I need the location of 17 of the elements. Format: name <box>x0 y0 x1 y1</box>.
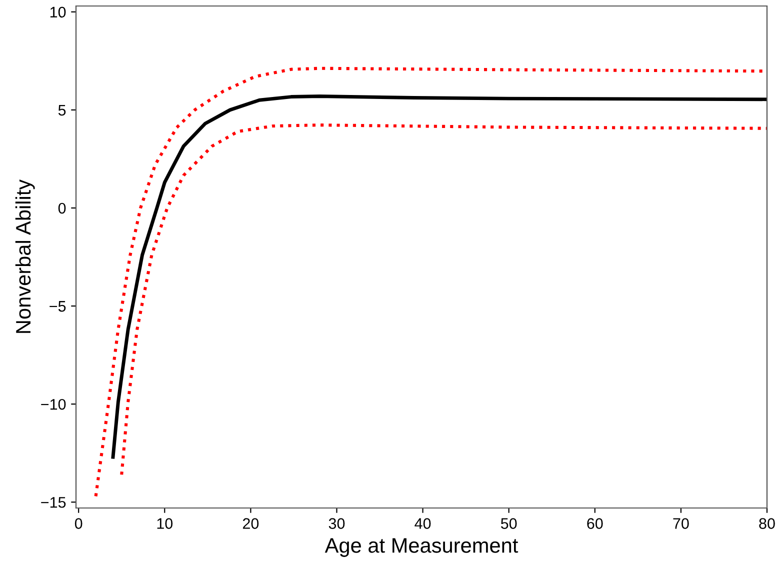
y-tick-label: 5 <box>58 104 66 116</box>
x-tick-label: 20 <box>242 518 259 529</box>
x-tick-label: 60 <box>587 518 603 529</box>
x-tick-label: 40 <box>414 518 431 529</box>
x-tick-label: 10 <box>157 518 173 529</box>
y-axis-title: Nonverbal Ability <box>15 179 35 333</box>
y-tick-label: 10 <box>50 6 66 18</box>
y-tick-label: −5 <box>50 301 66 312</box>
x-tick-label: 70 <box>673 518 689 529</box>
x-tick-label: 80 <box>759 518 775 529</box>
x-tick-label: 0 <box>74 518 82 529</box>
x-tick-label: 50 <box>500 518 517 529</box>
x-tick-label: 30 <box>328 518 345 529</box>
y-tick-label: −10 <box>41 398 66 410</box>
y-tick-label: 0 <box>58 202 66 214</box>
y-tick-label: −15 <box>41 497 66 508</box>
x-axis-title: Age at Measurement <box>324 538 518 557</box>
